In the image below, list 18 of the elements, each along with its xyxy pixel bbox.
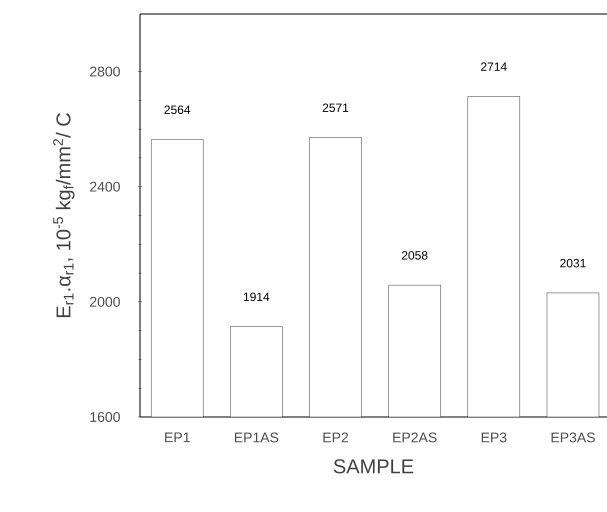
- x-tick-label: EP3: [482, 432, 506, 442]
- text: E$_{r1}$.α$_{r1}$, 10$^{-5}$ kg$_{f}$/mm$^{2}$/ C: [53, 113, 75, 318]
- data-label: 2564: [164, 105, 190, 114]
- y-tick-label: 1600: [90, 412, 120, 422]
- x-tick-label: EP2: [323, 432, 348, 442]
- y-tick-label: 2000: [90, 296, 120, 307]
- x-tick-label: EP1AS: [234, 432, 278, 442]
- data-label: 2031: [560, 258, 586, 268]
- x-tick-label: EP1: [165, 432, 190, 442]
- data-label: 2058: [402, 251, 428, 260]
- data-label: 2714: [481, 62, 507, 71]
- y-tick-label: 2800: [90, 66, 120, 77]
- y-tick-label: 2400: [90, 182, 120, 192]
- x-tick-label: EP2AS: [393, 432, 437, 442]
- x-axis-title: SAMPLE: [334, 459, 414, 474]
- data-label: 1914: [244, 292, 270, 302]
- x-tick-label: EP3AS: [552, 432, 595, 442]
- data-label: 2571: [322, 103, 348, 112]
